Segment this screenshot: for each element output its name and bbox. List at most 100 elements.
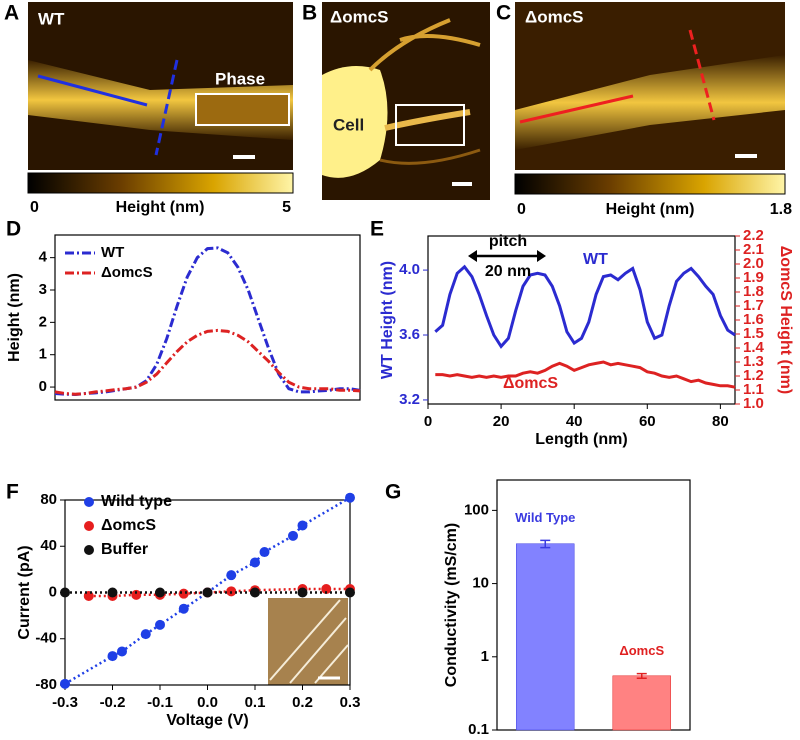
x-tick-label: 80 xyxy=(712,413,729,430)
y-axis-label: WT Height (nm) xyxy=(379,261,396,379)
y-tick-label: 0 xyxy=(49,583,57,600)
legend-label: WT xyxy=(101,244,124,261)
colorbar-max: 1.8 xyxy=(770,201,792,218)
panel-letter: A xyxy=(4,2,19,25)
data-point xyxy=(60,678,70,689)
y-axis-label: Height (nm) xyxy=(6,273,23,362)
data-point xyxy=(250,587,260,598)
image-label: WT xyxy=(38,9,65,28)
legend-label: Wild type xyxy=(101,493,172,510)
data-point xyxy=(178,603,189,614)
x-tick-label: -0.3 xyxy=(52,694,78,711)
y-tick-label: 4 xyxy=(39,249,48,266)
x-tick-label: 0.1 xyxy=(245,694,266,711)
series-line xyxy=(88,587,350,598)
data-point xyxy=(107,587,118,598)
afm-image-a xyxy=(27,2,294,194)
category-label: Wild Type xyxy=(515,510,575,525)
data-point xyxy=(345,492,355,503)
series-label: ΔomcS xyxy=(503,375,558,392)
series-line xyxy=(54,328,361,396)
data-point xyxy=(321,584,332,595)
legend-swatch xyxy=(84,545,94,555)
y-tick-label: 0 xyxy=(39,378,47,395)
panel-letter: G xyxy=(385,481,401,504)
y2-tick-label: 1.1 xyxy=(743,381,764,398)
data-point xyxy=(288,530,298,541)
category-label: ΔomcS xyxy=(619,643,664,658)
annotation: 20 nm xyxy=(485,263,531,280)
bar xyxy=(612,675,671,731)
legend-label: ΔomcS xyxy=(101,517,156,534)
y-tick-label: 3.2 xyxy=(399,391,420,408)
x-tick-label: 0.2 xyxy=(292,694,313,711)
data-point xyxy=(131,589,142,600)
data-point xyxy=(155,619,165,630)
y-tick-label: 2 xyxy=(39,313,47,330)
arrow-head xyxy=(468,250,546,262)
x-tick-label: 40 xyxy=(566,413,583,430)
x-axis-label: Length (nm) xyxy=(535,431,627,448)
data-point xyxy=(117,646,127,657)
colorbar-label: Height (nm) xyxy=(606,201,695,218)
y-tick-label: 3 xyxy=(39,281,47,298)
y2-tick-label: 1.6 xyxy=(743,311,764,328)
data-point xyxy=(259,547,270,558)
y2-tick-label: 1.4 xyxy=(743,339,765,356)
panel-letter: E xyxy=(370,218,384,241)
y2-tick-label: 1.8 xyxy=(743,283,764,300)
annotation: pitch xyxy=(489,233,527,250)
y2-tick-label: 1.5 xyxy=(743,325,764,342)
x-tick-label: -0.2 xyxy=(100,694,126,711)
data-point xyxy=(297,520,308,531)
legend-swatch xyxy=(84,497,94,507)
image-label: ΔomcS xyxy=(330,7,389,26)
y-tick-label: 10 xyxy=(472,575,489,592)
y-tick-label: 1 xyxy=(481,648,489,665)
legend-label: ΔomcS xyxy=(101,264,153,281)
y2-tick-label: 1.0 xyxy=(743,395,764,412)
afm-image-c xyxy=(514,2,786,195)
x-axis-label: Voltage (V) xyxy=(166,712,248,729)
colorbar-min: 0 xyxy=(30,199,39,216)
x-tick-label: 60 xyxy=(639,413,656,430)
inset-label: Phase xyxy=(215,69,265,88)
colorbar-min: 0 xyxy=(517,201,526,218)
x-tick-label: -0.1 xyxy=(147,694,173,711)
bar xyxy=(516,543,575,731)
y-tick-label: 4.0 xyxy=(399,261,420,278)
data-point xyxy=(178,588,189,599)
y-tick-label: 3.6 xyxy=(399,326,420,343)
legend-label: Buffer xyxy=(101,541,148,558)
x-tick-label: 20 xyxy=(493,413,510,430)
y-tick-label: 100 xyxy=(464,501,489,518)
data-point xyxy=(297,587,308,598)
error-bar xyxy=(636,672,647,679)
x-tick-label: 0.0 xyxy=(197,694,218,711)
afm-inset-f xyxy=(268,598,349,685)
y2-tick-label: 1.7 xyxy=(743,297,764,314)
y-tick-label: 80 xyxy=(40,491,57,508)
y-tick-label: -80 xyxy=(35,676,57,693)
y2-tick-label: 2.2 xyxy=(743,227,764,244)
legend-swatch xyxy=(84,521,94,531)
y2-tick-label: 1.3 xyxy=(743,353,764,370)
panel-letter: F xyxy=(6,481,19,504)
y2-tick-label: 1.2 xyxy=(743,367,764,384)
y2-axis-label: ΔomcS Height (nm) xyxy=(777,246,794,394)
error-bar xyxy=(540,539,551,549)
data-point xyxy=(107,651,118,662)
data-point xyxy=(155,587,165,598)
series-line xyxy=(54,246,361,397)
series-label: WT xyxy=(583,251,608,268)
plot-frame xyxy=(54,234,361,401)
panel-letter: D xyxy=(6,218,21,241)
image-label: ΔomcS xyxy=(525,7,584,26)
panel-letter: B xyxy=(302,2,317,25)
panel-letter: C xyxy=(496,2,511,25)
colorbar-max: 5 xyxy=(282,199,291,216)
y-axis-label: Current (pA) xyxy=(16,545,33,639)
series-line xyxy=(434,264,736,349)
plot-frame xyxy=(496,479,691,731)
